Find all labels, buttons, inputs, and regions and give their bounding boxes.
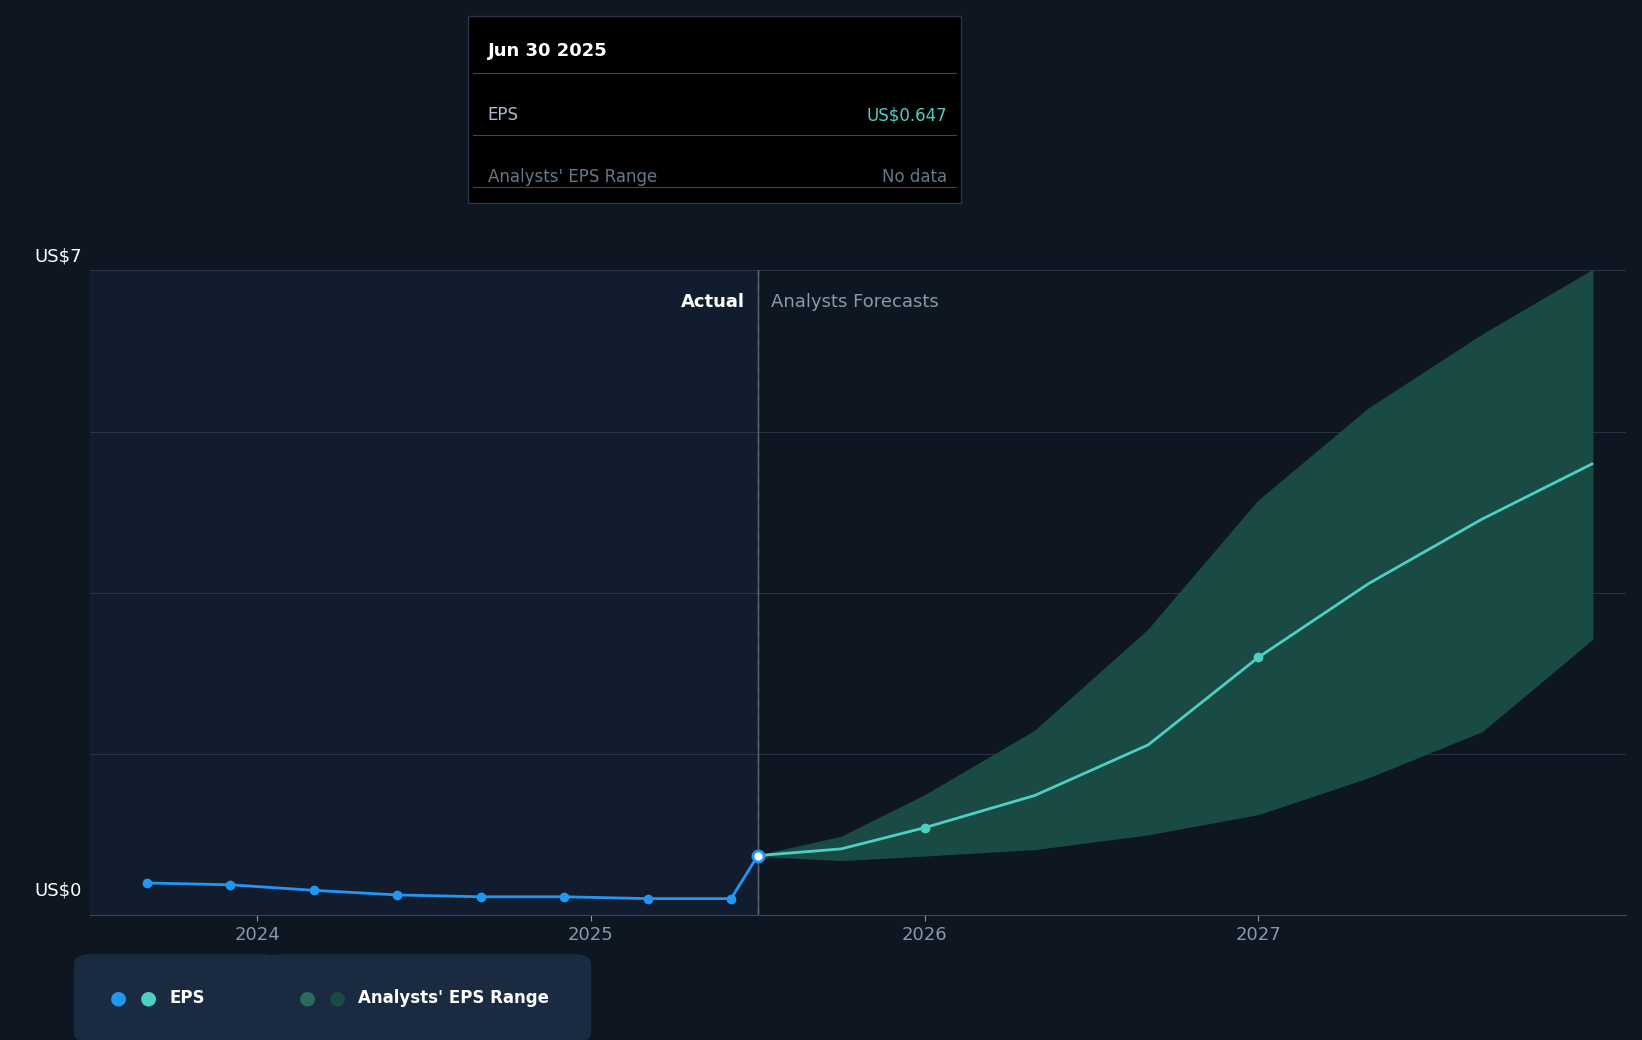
Text: Actual: Actual <box>680 293 744 311</box>
Text: ●: ● <box>140 989 156 1008</box>
Text: ●: ● <box>328 989 345 1008</box>
Text: US$7: US$7 <box>34 248 82 265</box>
Text: EPS: EPS <box>488 106 519 124</box>
Text: ●: ● <box>299 989 315 1008</box>
Text: Analysts' EPS Range: Analysts' EPS Range <box>488 168 657 186</box>
Text: ●: ● <box>110 989 126 1008</box>
Text: Analysts' EPS Range: Analysts' EPS Range <box>358 989 548 1008</box>
Text: No data: No data <box>882 168 947 186</box>
Bar <box>90 270 759 915</box>
Text: US$0: US$0 <box>34 882 82 900</box>
Text: Jun 30 2025: Jun 30 2025 <box>488 42 608 59</box>
Text: US$0.647: US$0.647 <box>867 106 947 124</box>
Text: EPS: EPS <box>169 989 205 1008</box>
Text: Analysts Forecasts: Analysts Forecasts <box>772 293 939 311</box>
